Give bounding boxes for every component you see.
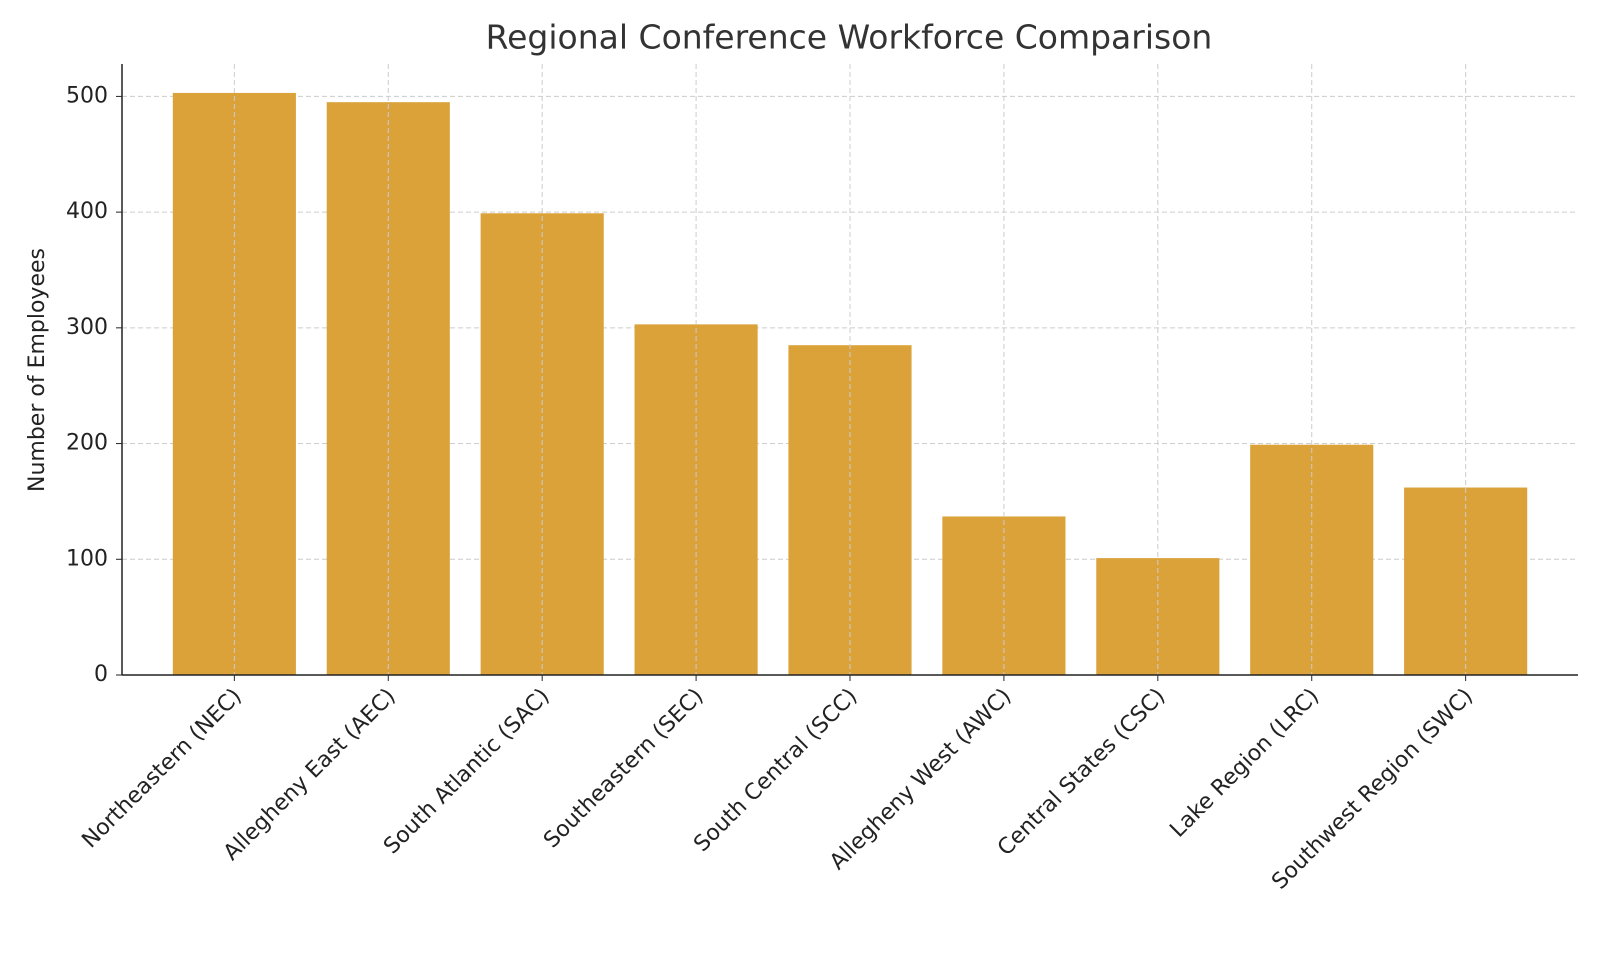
x-tick-label: Central States (CSC) [993, 684, 1170, 861]
y-tick-label: 0 [94, 662, 108, 687]
x-tick-label: South Atlantic (SAC) [379, 684, 554, 859]
y-tick-label: 400 [66, 199, 108, 224]
x-tick-label: Allegheny West (AWC) [825, 684, 1016, 875]
y-tick-label: 200 [66, 431, 108, 456]
y-tick-label: 500 [66, 83, 108, 108]
chart-title: Regional Conference Workforce Comparison [486, 18, 1213, 57]
y-tick-label: 100 [66, 546, 108, 571]
y-axis-label: Number of Employees [25, 248, 50, 492]
x-tick-label: Southeastern (SEC) [539, 684, 708, 853]
x-tick-label: Lake Region (LRC) [1165, 684, 1324, 843]
y-tick-label: 300 [66, 315, 108, 340]
x-tick-label: Northeastern (NEC) [77, 684, 246, 853]
x-tick-label: Allegheny East (AEC) [219, 684, 401, 866]
x-tick-label: South Central (SCC) [689, 684, 862, 857]
